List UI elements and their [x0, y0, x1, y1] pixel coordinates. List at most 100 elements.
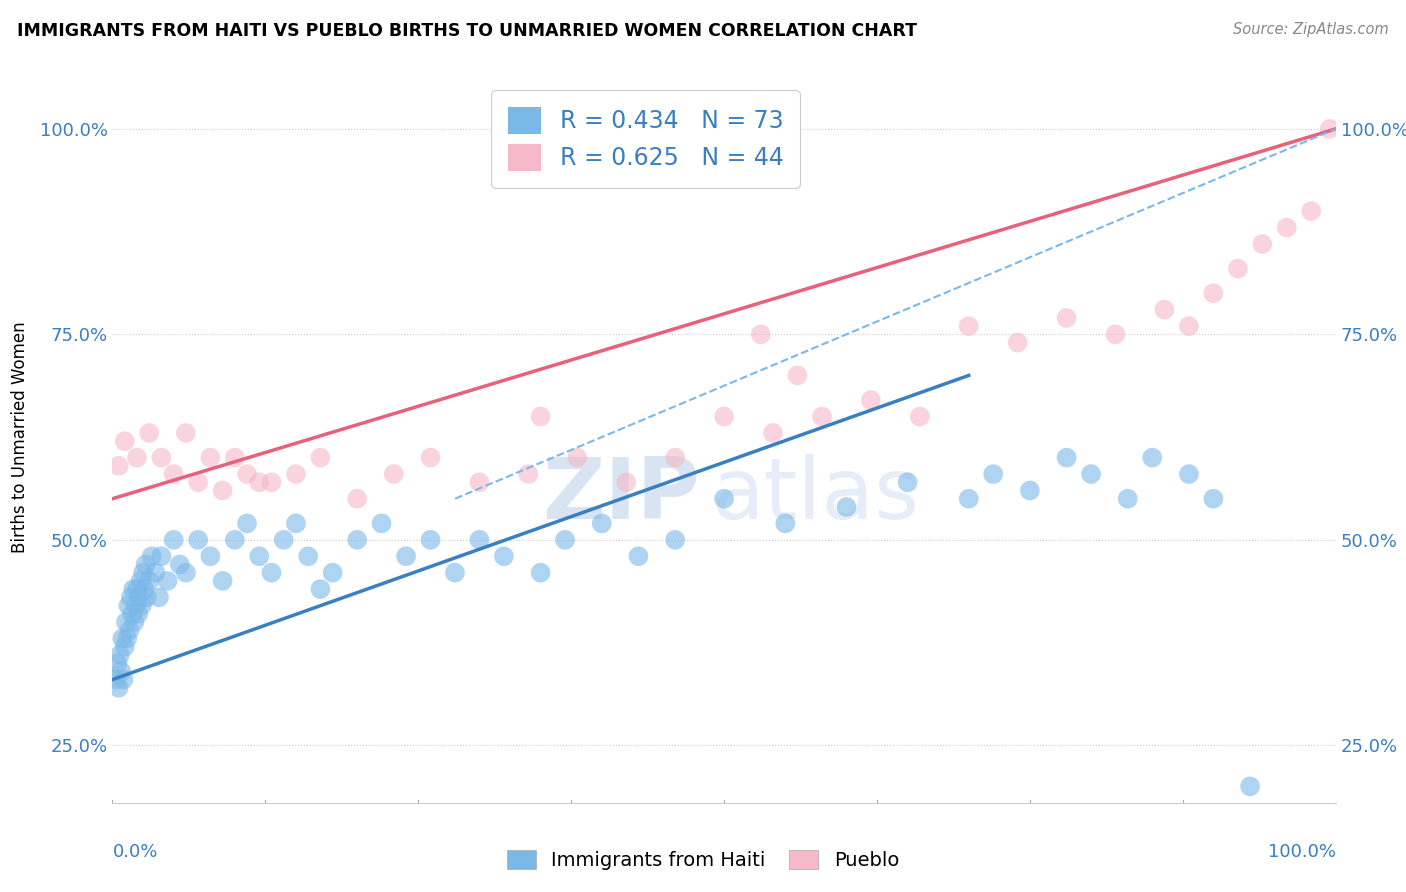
Point [273, 533, 295, 547]
Point [811, 409, 834, 424]
Point [187, 533, 209, 547]
Point [148, 591, 170, 605]
Point [591, 516, 613, 531]
Point [115, 615, 138, 629]
Point [247, 549, 270, 564]
Point [749, 327, 772, 342]
Point [775, 516, 797, 531]
Point [127, 607, 149, 621]
Point [141, 549, 163, 564]
Point [322, 566, 344, 580]
Point [156, 574, 179, 588]
Point [174, 425, 197, 440]
Point [150, 450, 173, 465]
Point [187, 475, 209, 490]
Point [529, 566, 551, 580]
Point [117, 599, 139, 613]
Point [129, 574, 152, 588]
Point [1178, 319, 1201, 334]
Point [1007, 335, 1029, 350]
Text: ZIP: ZIP [541, 454, 700, 537]
Point [163, 467, 186, 481]
Point [713, 409, 735, 424]
Point [107, 681, 129, 695]
Point [859, 393, 882, 408]
Point [981, 467, 1004, 481]
Point [284, 467, 308, 481]
Point [115, 632, 138, 646]
Point [105, 656, 128, 670]
Point [492, 549, 515, 564]
Point [163, 533, 186, 547]
Point [1104, 327, 1126, 342]
Point [284, 516, 308, 531]
Point [382, 467, 405, 481]
Point [107, 458, 129, 473]
Legend: R = 0.434   N = 73, R = 0.625   N = 44: R = 0.434 N = 73, R = 0.625 N = 44 [491, 90, 800, 187]
Point [134, 558, 156, 572]
Point [395, 549, 418, 564]
Point [111, 632, 134, 646]
Point [1226, 261, 1249, 276]
Point [200, 450, 222, 465]
Point [120, 591, 142, 605]
Point [150, 549, 173, 564]
Point [135, 591, 157, 605]
Text: atlas: atlas [711, 454, 920, 537]
Text: 0.0%: 0.0% [112, 843, 157, 861]
Point [1018, 483, 1040, 498]
Point [897, 475, 920, 490]
Point [134, 582, 156, 596]
Point [124, 615, 146, 629]
Point [713, 491, 735, 506]
Point [131, 599, 153, 613]
Point [128, 591, 150, 605]
Point [236, 467, 259, 481]
Point [419, 533, 441, 547]
Point [260, 475, 283, 490]
Point [112, 673, 135, 687]
Point [1301, 204, 1323, 219]
Point [247, 475, 270, 490]
Point [614, 475, 637, 490]
Point [105, 673, 128, 687]
Point [908, 409, 931, 424]
Point [444, 566, 467, 580]
Point [114, 434, 136, 449]
Point [1056, 450, 1078, 465]
Point [143, 566, 166, 580]
Point [1202, 491, 1225, 506]
Point [297, 549, 319, 564]
Y-axis label: Births to Unmarried Women: Births to Unmarried Women [10, 321, 28, 553]
Point [114, 640, 136, 654]
Point [1319, 121, 1341, 136]
Point [125, 599, 148, 613]
Point [108, 648, 131, 662]
Point [1116, 491, 1139, 506]
Point [121, 607, 143, 621]
Point [118, 624, 141, 638]
Point [309, 582, 332, 596]
Text: Source: ZipAtlas.com: Source: ZipAtlas.com [1233, 22, 1389, 37]
Point [664, 533, 686, 547]
Point [224, 533, 246, 547]
Point [1142, 450, 1164, 465]
Point [957, 319, 980, 334]
Legend: Immigrants from Haiti, Pueblo: Immigrants from Haiti, Pueblo [499, 842, 907, 878]
Point [236, 516, 259, 531]
Point [138, 425, 160, 440]
Point [529, 409, 551, 424]
Point [122, 582, 145, 596]
Point [132, 566, 155, 580]
Point [309, 450, 332, 465]
Point [260, 566, 283, 580]
Point [1275, 220, 1298, 235]
Point [1080, 467, 1102, 481]
Point [468, 475, 491, 490]
Point [211, 574, 233, 588]
Point [211, 483, 233, 498]
Point [224, 450, 246, 465]
Point [517, 467, 540, 481]
Point [835, 500, 858, 514]
Point [1239, 780, 1261, 794]
